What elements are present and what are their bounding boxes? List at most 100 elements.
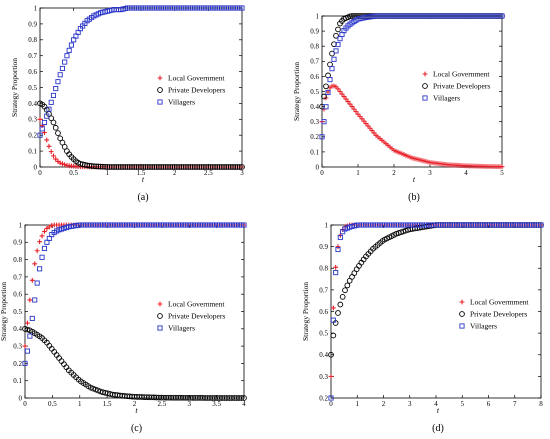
data-point (57, 160, 63, 166)
data-point (52, 124, 59, 131)
data-point (42, 229, 47, 234)
series-1 (37, 116, 245, 170)
legend-label: Villagers (433, 94, 460, 103)
data-point (328, 351, 334, 358)
data-point (330, 332, 337, 339)
data-point (25, 320, 30, 326)
data-point (351, 106, 357, 112)
y-tick-label: 0.7 (13, 273, 22, 281)
data-point (236, 164, 243, 170)
data-point (335, 26, 341, 33)
series-3 (37, 5, 245, 138)
y-tick-label: 0.6 (319, 308, 328, 316)
y-tick-label: 0.2 (319, 394, 328, 402)
data-point (46, 106, 52, 112)
legend-label: Villagers (470, 322, 497, 331)
data-point (34, 248, 40, 254)
legend: Local Govermment Private Developers Villag… (459, 298, 529, 331)
x-tick-label: 4 (464, 169, 468, 177)
data-point (241, 395, 247, 401)
data-point (327, 77, 333, 83)
chart-panel-2: 0 1 2 3 4 5 0 0.1 0.2 0.3 0.4 0.5 0.6 0.7 0.8 0.9 1 t Stra… (292, 12, 505, 203)
data-point (335, 310, 341, 316)
data-point (499, 164, 505, 170)
data-point (32, 261, 38, 267)
data-point (333, 32, 339, 39)
data-point (22, 325, 28, 332)
y-tick-label: 0.8 (13, 256, 22, 264)
y-tick-label: 0.9 (319, 243, 328, 251)
data-point (29, 315, 35, 321)
data-point (323, 104, 329, 110)
data-point (53, 86, 59, 92)
data-point (345, 99, 351, 104)
y-tick-label: 0.2 (28, 132, 37, 140)
data-point (319, 103, 325, 110)
data-point (347, 101, 353, 107)
data-point (337, 301, 344, 308)
data-point (39, 254, 45, 260)
data-point (48, 149, 54, 155)
y-tick-label: 0.9 (310, 28, 319, 36)
x-tick-label: 0 (38, 169, 42, 177)
x-tick-label: 0.5 (48, 400, 57, 408)
legend-label: Local Govermment (470, 298, 529, 307)
y-tick-label: 0.8 (319, 265, 328, 273)
x-tick-label: 1 (356, 400, 360, 408)
series-1 (319, 83, 505, 170)
data-point (34, 280, 40, 286)
data-point (37, 239, 42, 245)
y-axis-label: Strategy Proportion (0, 282, 8, 341)
data-point (321, 93, 327, 100)
data-point (62, 162, 68, 168)
data-point (349, 104, 355, 109)
data-point (330, 317, 336, 323)
y-tick-label: 0.4 (28, 100, 37, 108)
x-tick-label: 1.5 (137, 169, 146, 177)
data-point (22, 343, 28, 349)
y-tick-label: 0.5 (310, 88, 319, 96)
chart-panel-3: 0 0.5 1 1.5 2 2.5 3 3.5 4 0 0.1 0.2 0.3 0.4 0.5 0.6 0.7 0… (0, 221, 247, 434)
x-tick-label: 4 (434, 400, 438, 408)
x-axis-label: t (135, 406, 138, 415)
data-point (335, 41, 341, 48)
x-tick-label: 2 (392, 169, 396, 177)
x-tick-label: 3 (188, 400, 192, 408)
data-point (538, 222, 544, 228)
y-tick-label: 0.7 (28, 52, 37, 60)
x-tick-label: 1 (78, 400, 82, 408)
y-tick-label: 1 (316, 12, 320, 20)
series-3 (22, 222, 247, 366)
plot-frame (321, 15, 503, 168)
y-tick-label: 0.2 (310, 133, 319, 141)
data-point (46, 224, 52, 230)
y-tick-label: 0.8 (28, 36, 37, 44)
y-tick-label: 0.6 (310, 73, 319, 81)
x-tick-label: 0 (329, 400, 333, 408)
x-tick-label: 7 (513, 400, 517, 408)
data-point (32, 297, 38, 303)
x-tick-label: 2 (382, 400, 386, 408)
data-point (37, 116, 43, 122)
y-tick-label: 1 (19, 221, 23, 229)
x-tick-label: 2.5 (204, 169, 213, 177)
data-point (29, 277, 35, 283)
legend-marker (157, 87, 163, 93)
y-tick-label: 0.8 (310, 43, 319, 51)
y-tick-label: 1 (34, 4, 38, 12)
data-point (330, 305, 336, 311)
x-tick-label: 2.5 (158, 400, 167, 408)
legend-marker (459, 323, 465, 329)
series-2 (328, 222, 544, 358)
y-tick-label: 0.1 (13, 377, 22, 385)
data-point (349, 13, 355, 19)
data-point (48, 99, 54, 105)
data-point (331, 56, 337, 62)
data-point (241, 222, 247, 228)
legend: Local Government Private Developers Villag… (422, 70, 490, 103)
data-point (337, 234, 343, 241)
data-point (342, 287, 348, 294)
x-tick-label: 1 (106, 169, 110, 177)
data-point (341, 94, 347, 99)
